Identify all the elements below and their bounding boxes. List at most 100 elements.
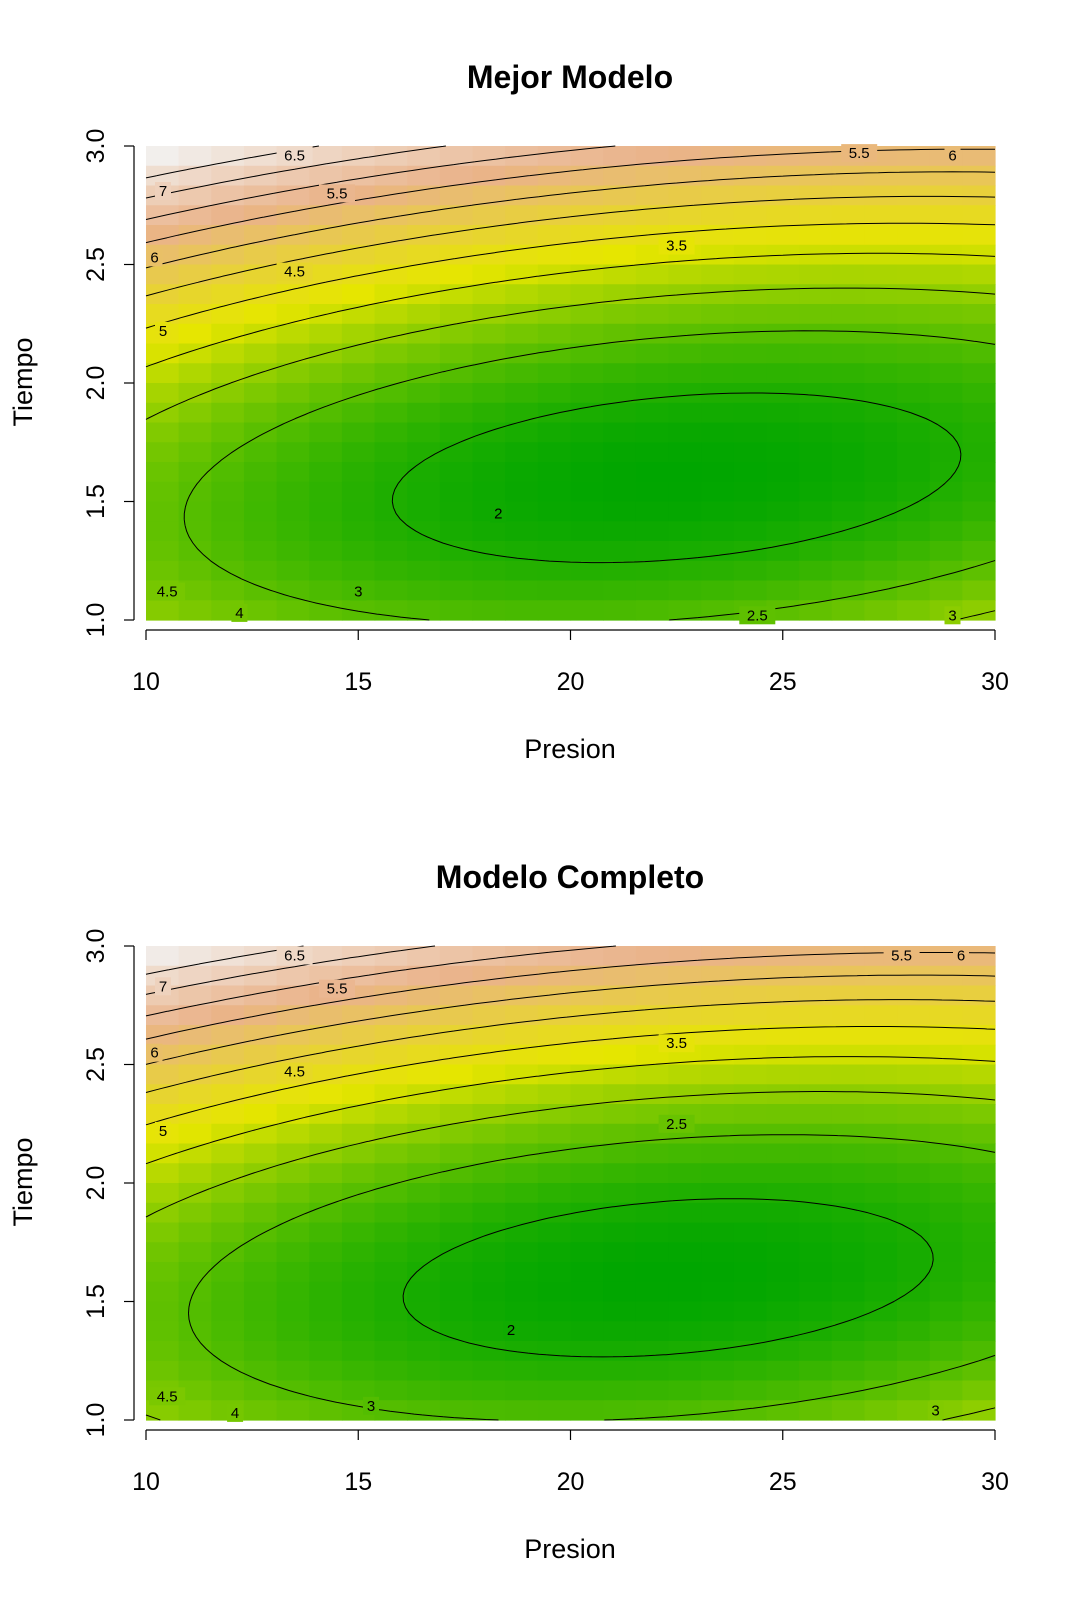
heatmap-cell	[178, 343, 212, 364]
heatmap-cell	[962, 985, 996, 1006]
heatmap-cell	[505, 1183, 539, 1204]
heatmap-cell	[603, 402, 637, 424]
heatmap-cell	[537, 343, 572, 364]
heatmap-cell	[309, 225, 343, 246]
heatmap-cell	[374, 146, 408, 167]
heatmap-cell	[243, 521, 278, 542]
heatmap-cell	[243, 1104, 278, 1125]
heatmap-cell	[831, 1202, 865, 1224]
contour-label: 5.5	[891, 948, 912, 965]
heatmap-cell	[276, 1163, 310, 1184]
heatmap-cell	[309, 946, 343, 967]
contour-label: 4.5	[157, 584, 178, 601]
heatmap-cell	[733, 1104, 768, 1125]
heatmap-cell	[472, 521, 506, 542]
heatmap-cell	[505, 1005, 539, 1026]
heatmap-cell	[864, 560, 898, 582]
heatmap-cell	[505, 481, 539, 503]
heatmap-cell	[570, 501, 604, 522]
heatmap-cell	[766, 1163, 800, 1184]
heatmap-cell	[864, 442, 898, 463]
heatmap-cell	[472, 1123, 506, 1145]
heatmap-cell	[766, 541, 800, 562]
heatmap-cell	[537, 1183, 572, 1204]
heatmap-cell	[929, 1202, 963, 1224]
heatmap-cell	[211, 284, 245, 305]
heatmap-cell	[178, 1400, 212, 1421]
heatmap-cell	[668, 1321, 702, 1342]
heatmap-cell	[864, 185, 898, 206]
heatmap-cell	[537, 1262, 572, 1283]
heatmap-cell	[243, 481, 278, 503]
heatmap-cell	[570, 1163, 604, 1184]
heatmap-cell	[537, 560, 572, 582]
heatmap-cell	[635, 165, 670, 187]
heatmap-cell	[374, 481, 408, 503]
heatmap-cell	[668, 165, 702, 187]
heatmap-cell	[635, 1143, 670, 1164]
heatmap-cell	[962, 481, 996, 503]
heatmap-cell	[701, 244, 735, 266]
heatmap-cell	[831, 264, 865, 285]
heatmap-cell	[635, 1360, 670, 1382]
heatmap-cell	[243, 422, 278, 443]
heatmap-cell	[929, 1104, 963, 1125]
heatmap-cell	[962, 580, 996, 601]
heatmap-cell	[211, 1084, 245, 1105]
heatmap-cell	[962, 1360, 996, 1382]
heatmap-cell	[309, 1380, 343, 1401]
heatmap-cell	[472, 1222, 506, 1243]
heatmap-cell	[211, 383, 245, 404]
heatmap-cell	[439, 1163, 474, 1184]
heatmap-cell	[341, 462, 376, 483]
x-tick-label: 10	[132, 668, 160, 696]
heatmap-cell	[146, 1104, 180, 1125]
heatmap-cell	[537, 985, 572, 1006]
y-tick-label: 1.5	[82, 1284, 110, 1319]
contour-line-6	[145, 145, 616, 220]
heatmap-cell	[472, 284, 506, 305]
contour-label-bg	[944, 606, 961, 625]
heatmap-cell	[472, 442, 506, 463]
heatmap-cell	[309, 422, 343, 443]
heatmap-cell	[831, 1281, 865, 1303]
heatmap-cell	[309, 1123, 343, 1145]
heatmap-cell	[766, 1262, 800, 1283]
heatmap-cell	[799, 1281, 833, 1303]
contour-line-4	[145, 222, 996, 329]
heatmap-cell	[374, 521, 408, 542]
heatmap-cell	[635, 146, 670, 167]
heatmap-cell	[799, 1143, 833, 1164]
heatmap-cell	[668, 1202, 702, 1224]
heatmap-cell	[211, 343, 245, 364]
heatmap-cell	[733, 1400, 768, 1421]
heatmap-cell	[178, 1123, 212, 1145]
heatmap-cell	[211, 1025, 245, 1046]
heatmap-cell	[831, 1044, 865, 1066]
heatmap-cell	[668, 1242, 702, 1263]
heatmap-cell	[439, 600, 474, 621]
heatmap-cell	[766, 422, 800, 443]
heatmap-cell	[603, 965, 637, 987]
heatmap-cell	[341, 1005, 376, 1026]
heatmap-cell	[733, 1360, 768, 1382]
heatmap-cells	[146, 946, 996, 1421]
heatmap-cell	[178, 1005, 212, 1026]
heatmap-cell	[472, 422, 506, 443]
heatmap-cell	[505, 600, 539, 621]
heatmap-cell	[635, 1400, 670, 1421]
heatmap-cell	[341, 1222, 376, 1243]
heatmap-cell	[831, 165, 865, 187]
y-axis-label: Tiempo	[8, 1137, 38, 1226]
heatmap-cell	[570, 1341, 604, 1362]
heatmap-cell	[897, 1202, 931, 1224]
heatmap-cell	[439, 244, 474, 266]
heatmap-cell	[276, 1281, 310, 1303]
heatmap-cell	[439, 946, 474, 967]
heatmap-cell	[309, 1005, 343, 1026]
heatmap-cell	[668, 1183, 702, 1204]
heatmap-cell	[537, 541, 572, 562]
heatmap-cell	[668, 541, 702, 562]
heatmap-cell	[668, 462, 702, 483]
contour-lines	[145, 945, 996, 1421]
